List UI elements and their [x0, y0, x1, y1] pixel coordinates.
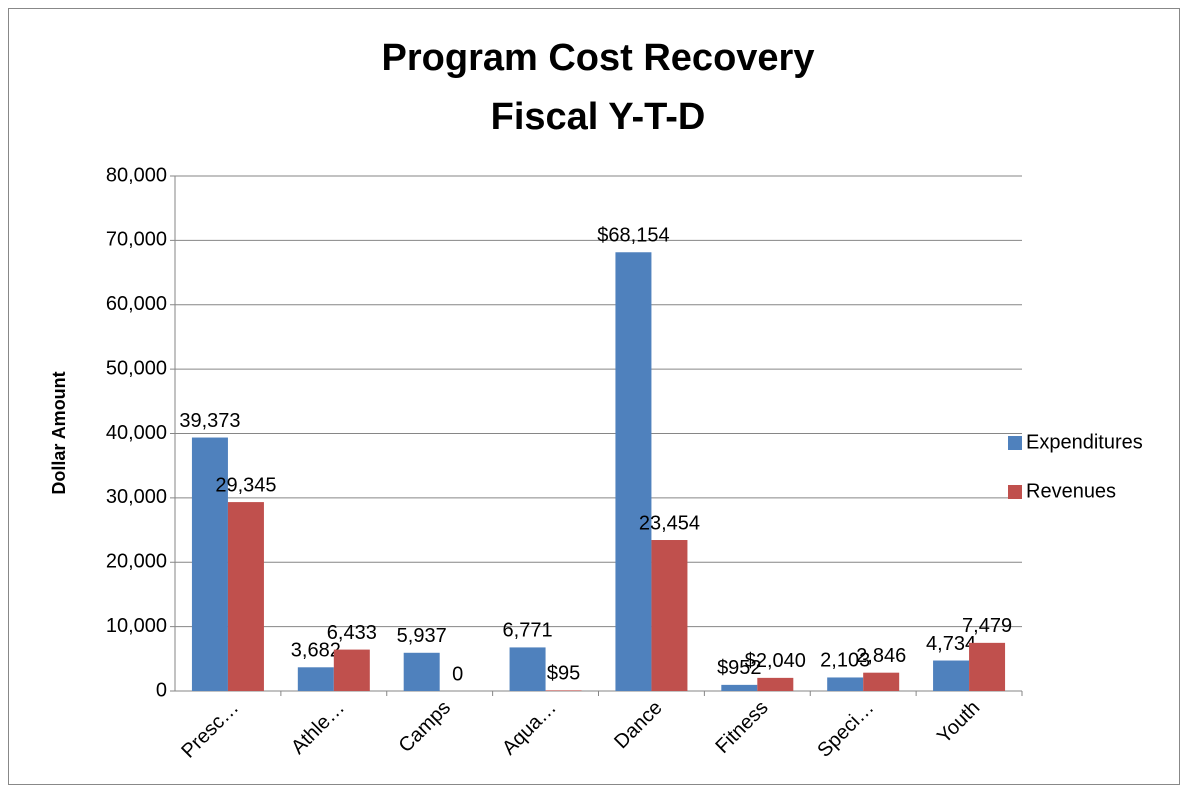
y-tick-label: 60,000 [106, 293, 167, 315]
bar [757, 677, 794, 691]
bar [721, 684, 758, 691]
bar [227, 502, 264, 691]
data-label: 6,433 [327, 622, 377, 644]
bar [827, 677, 864, 691]
data-label: 7,479 [962, 615, 1012, 637]
bar [933, 660, 970, 691]
y-axis-label: Dollar Amount [49, 371, 69, 494]
bar [615, 252, 652, 692]
y-tick-label: 20,000 [106, 551, 167, 573]
data-label: 39,373 [179, 410, 240, 432]
data-label: 3,682 [291, 640, 341, 662]
bar [651, 540, 688, 691]
legend-label: Expenditures [1026, 431, 1143, 453]
data-label: 29,345 [215, 474, 276, 496]
data-label: 5,937 [397, 625, 447, 647]
bar [545, 690, 582, 691]
y-tick-label: 40,000 [106, 422, 167, 444]
data-label: $2,040 [745, 650, 806, 672]
data-label: 4,734 [926, 633, 976, 655]
data-label: 6,771 [503, 620, 553, 642]
bar [333, 649, 370, 691]
bar [969, 642, 1006, 691]
bar [509, 647, 546, 691]
chart-title: Program Cost Recovery [382, 37, 815, 79]
data-label: 2,846 [856, 645, 906, 667]
data-label: $95 [547, 663, 580, 685]
data-label: $68,154 [597, 225, 669, 247]
y-tick-label: 30,000 [106, 486, 167, 508]
data-label: $952 [717, 657, 762, 679]
data-label: 2,103 [820, 650, 870, 672]
bar [297, 667, 334, 691]
y-tick-label: 80,000 [106, 164, 167, 186]
chart-subtitle: Fiscal Y-T-D [491, 96, 706, 138]
y-tick-label: 10,000 [106, 615, 167, 637]
legend-swatch [1008, 485, 1022, 499]
y-tick-label: 70,000 [106, 229, 167, 251]
bar [403, 652, 440, 691]
legend-swatch [1008, 436, 1022, 450]
data-label: 0 [452, 663, 463, 685]
y-tick-label: 50,000 [106, 357, 167, 379]
bar [863, 672, 900, 691]
bar [191, 437, 228, 691]
legend-label: Revenues [1026, 480, 1116, 502]
y-tick-label: 0 [156, 679, 167, 701]
data-label: 23,454 [639, 512, 700, 534]
